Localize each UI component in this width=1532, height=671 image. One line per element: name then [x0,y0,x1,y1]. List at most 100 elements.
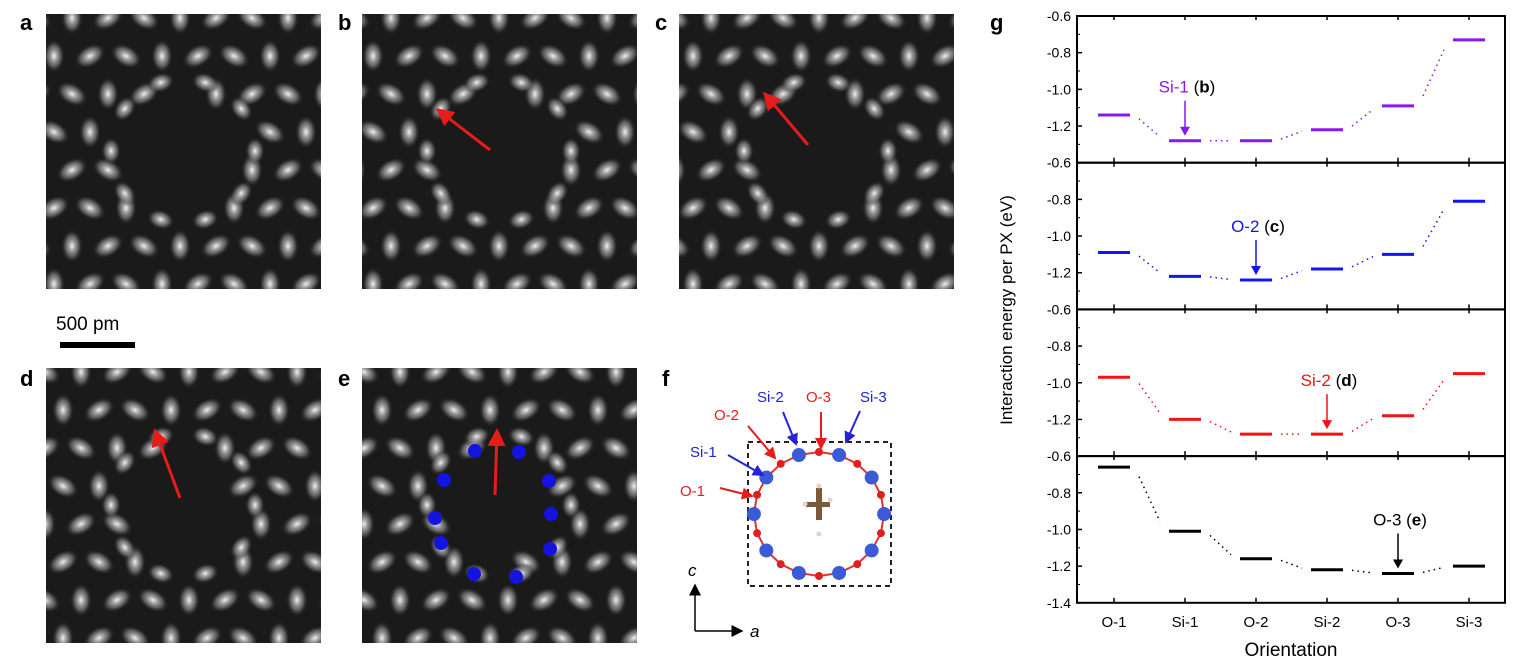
bright-spot [447,14,479,31]
connector-line [1138,255,1161,274]
bright-spot [679,81,691,107]
bright-spot [411,14,443,31]
bright-spot [227,625,259,643]
bright-spot [92,233,124,259]
ring-spot [229,180,253,207]
bright-spot [929,43,954,69]
annotation-label: O-3 (e) [1373,510,1427,529]
bright-spot [605,583,627,617]
bright-spot [808,14,830,35]
bright-spot [713,195,745,221]
connector-line [1280,559,1303,569]
bright-spot [501,271,533,289]
bright-spot [119,397,151,423]
bright-spot [393,195,425,221]
bright-spot [519,14,551,31]
bright-spot [178,368,200,389]
y-tick-label: -0.6 [1047,448,1071,464]
bright-spot [101,587,133,613]
ring-spot [463,72,491,93]
bright-spot [555,14,587,31]
bright-spot [501,43,533,69]
bright-spot [767,14,799,31]
y-tick-label: -1.0 [1047,228,1071,244]
bright-spot [679,233,691,259]
si-atom [791,448,806,463]
bright-spot [808,229,830,263]
arrow-c [763,91,810,146]
bright-spot [952,84,954,104]
bright-spot [160,621,182,643]
panel-label-g: g [990,10,1004,35]
bright-spot [299,397,321,423]
bright-spot [61,14,83,35]
bright-spot [731,14,763,31]
bright-spot [839,14,871,31]
bright-spot [929,271,954,289]
y-tick-label: -0.6 [1047,8,1071,24]
bright-spot [731,233,763,259]
bright-spot [384,435,416,461]
bright-spot [218,43,250,69]
ring-spot [100,491,122,519]
si-atom [832,448,847,463]
bright-spot [614,115,636,149]
bright-spot [470,267,492,289]
bright-spot [839,233,871,259]
atom-dot [543,542,557,556]
ring-spot [545,180,569,207]
bright-spot [61,229,83,263]
bright-spot [56,81,88,107]
bright-spot [713,271,745,289]
bright-spot [169,14,191,35]
bright-spot [821,43,853,69]
ring-spot [229,95,253,122]
panel-label-f: f [662,366,670,391]
bright-spot [362,14,371,31]
annotation-label: Si-2 (d) [1301,371,1358,390]
bright-spot [299,625,321,643]
o-atom [753,490,762,499]
bright-spot [632,79,637,109]
bright-spot [790,267,812,289]
ring-spot [429,449,453,476]
o-atom [876,490,885,499]
atom-dot [428,511,442,525]
energy-chart: Interaction energy per PX (eV) Orientati… [997,8,1506,661]
bright-spot [227,397,259,423]
label-si-2: Si-2 [757,389,784,406]
bright-spot [546,625,578,643]
bright-spot [375,81,407,107]
bright-spot [178,583,200,617]
bright-spot [411,157,443,183]
bright-spot [268,621,290,643]
bright-spot [209,587,241,613]
atom-dot [542,474,556,488]
ring-spot [245,491,265,519]
y-tick-label: -1.2 [1047,118,1071,134]
y-tick-label: -1.2 [1047,558,1071,574]
bright-spot [46,195,70,221]
ring-spot [113,449,137,476]
x-tick-label: Si-3 [1456,614,1483,631]
bright-spot [128,233,160,259]
bright-spot [420,368,452,385]
bright-spot [393,43,425,69]
si-atom [864,470,879,485]
bright-spot [682,267,704,289]
ring-spot [507,209,535,230]
x-tick-label: O-2 [1243,614,1268,631]
bright-spot [682,39,704,73]
bright-spot [268,393,290,427]
ring-spot [147,72,175,93]
bright-spot [679,154,686,186]
bright-spot [290,195,321,221]
bright-spot [290,43,321,69]
bright-spot [479,393,501,427]
bright-spot [591,157,623,183]
bright-spot [46,267,65,289]
bright-spot [83,549,115,575]
ring-spot [191,563,219,584]
bright-spot [245,587,277,613]
ring-spot [561,491,581,519]
